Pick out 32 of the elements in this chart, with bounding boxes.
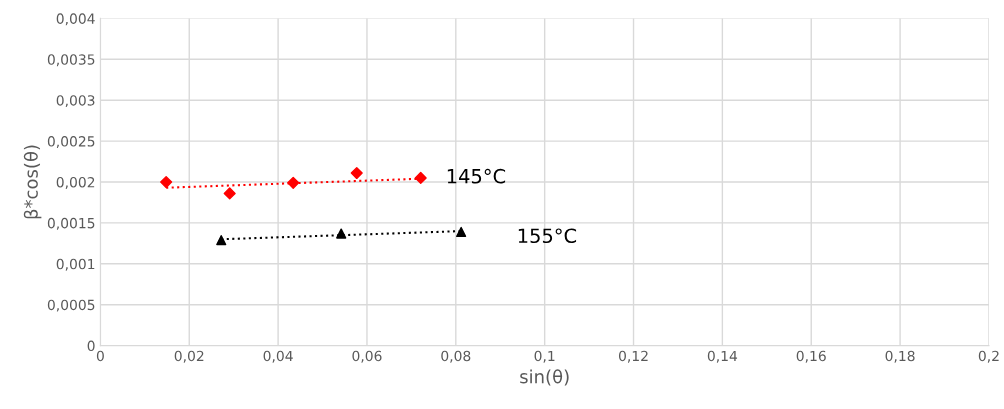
x-tick-label: 0,04 [263, 350, 293, 363]
y-tick-label: 0,0015 [47, 217, 95, 230]
point [160, 175, 173, 189]
point [336, 228, 347, 239]
text: 155°C [518, 228, 577, 244]
y-tick-label: 0,002 [56, 176, 95, 189]
y-tick-label: 0,0035 [47, 54, 95, 67]
x-tick-label: 0,2 [978, 350, 999, 363]
x-tick-label: 0,16 [796, 350, 826, 363]
y-tick-label: 0,001 [56, 258, 95, 271]
x-axis-title: sin(θ) [520, 369, 569, 386]
x-tick-label: 0,08 [441, 350, 471, 363]
y-tick-label: 0,004 [56, 13, 95, 26]
point [350, 166, 363, 180]
x-tick-label: 0,06 [352, 350, 382, 363]
point [456, 226, 467, 237]
x-tick-label: 0,02 [174, 350, 204, 363]
y-tick-label: 0,0005 [47, 299, 95, 312]
x-tick-label: 0,18 [885, 350, 915, 363]
y-tick-label: 0,003 [56, 95, 95, 108]
x-tick-label: 0,1 [534, 350, 555, 363]
point [287, 176, 300, 189]
series-label: 145°C [447, 168, 506, 184]
x-tick-label: 0,14 [707, 350, 738, 363]
point [216, 234, 227, 246]
point [414, 171, 427, 184]
point [223, 187, 236, 200]
y-axis-title: β*cos(θ) [23, 145, 42, 219]
y-tick-label: 0,0025 [47, 136, 95, 148]
x-tick-label: 0 [96, 350, 104, 362]
x-tick-label: 0,12 [618, 350, 648, 363]
y-tick-label: 0 [87, 340, 95, 352]
